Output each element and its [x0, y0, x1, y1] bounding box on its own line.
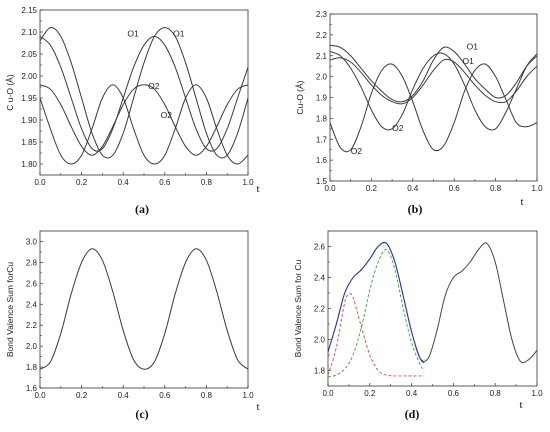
x-tick-label: 0.0 — [322, 389, 334, 398]
series-line-3 — [328, 293, 425, 377]
x-tick-label: 1.0 — [242, 391, 254, 400]
x-tick-label: 0.2 — [76, 391, 88, 400]
series-line-1 — [40, 248, 248, 370]
panel-caption: (d) — [405, 407, 420, 421]
y-tick-label: 2.8 — [26, 258, 38, 267]
y-tick-label: 2.4 — [314, 274, 326, 283]
x-tick-label: 0.0 — [324, 184, 336, 193]
y-tick-label: 1.8 — [316, 114, 328, 123]
chart-panel-3: 0.0 0.2 0.4 0.6 0.8 1.0 1.6 1.8 2.0 2.2 2.4 2.6 2.8 3… — [5, 230, 260, 421]
series-group — [40, 248, 248, 370]
y-tick-label: 1.8 — [314, 367, 326, 376]
series-annotation: O2 — [161, 110, 173, 120]
chart-panel-4: 0.0 0.2 0.4 0.6 0.8 1.0 1.8 2.0 2.2 2.4 2.6 Bond Va… — [293, 230, 543, 421]
series-line-4 — [40, 84, 248, 165]
y-axis-label: Bond Valence Sum forCu — [5, 262, 15, 358]
y-tick-label: 2.0 — [314, 336, 326, 345]
x-tick-label: 0.8 — [490, 389, 502, 398]
x-tick-label: 0.4 — [118, 391, 130, 400]
series-line-1 — [330, 44, 537, 103]
series-annotation: O1 — [173, 28, 185, 38]
y-tick-label: 1.95 — [21, 94, 37, 103]
x-tick-label: 0.2 — [366, 184, 378, 193]
series-group — [330, 44, 537, 153]
series-annotation: O1 — [127, 28, 139, 38]
series-line-1 — [40, 35, 248, 152]
series-line-1 — [328, 241, 537, 364]
x-tick-label: 0.4 — [407, 184, 419, 193]
y-axis-label: Bond Valence Sum for Cu — [293, 259, 303, 357]
x-tick-label: 1.0 — [242, 178, 254, 187]
y-tick-label: 1.85 — [21, 138, 37, 147]
y-tick-label: 2.0 — [26, 342, 38, 351]
plot-frame — [39, 230, 249, 389]
y-tick-label: 2.15 — [21, 6, 37, 15]
y-tick-label: 2.10 — [21, 28, 37, 37]
y-tick-label: 2.00 — [21, 72, 37, 81]
x-tick-label: 0.2 — [364, 389, 376, 398]
series-annotation: O1 — [462, 56, 474, 66]
x-tick-label: 0.8 — [201, 391, 213, 400]
y-tick-label: 2.6 — [314, 243, 326, 252]
x-tick-label: 0.0 — [34, 178, 46, 187]
series-line-2 — [330, 57, 537, 105]
series-line-4 — [328, 249, 425, 378]
y-tick-label: 1.5 — [316, 177, 328, 186]
series-annotation: O2 — [148, 81, 160, 91]
y-tick-label: 1.6 — [316, 156, 328, 165]
y-tick-label: 3.0 — [26, 237, 38, 246]
y-tick-label: 2.2 — [314, 305, 326, 314]
y-tick-label: 2.6 — [26, 279, 38, 288]
y-axis-label: Cu-O (Å) — [295, 80, 305, 114]
x-axis-label: t — [519, 399, 522, 411]
y-tick-label: 2.2 — [26, 321, 38, 330]
x-tick-label: 0.2 — [76, 178, 88, 187]
y-tick-label: 1.90 — [21, 116, 37, 125]
x-tick-label: 0.6 — [448, 389, 460, 398]
x-tick-label: 1.0 — [531, 389, 543, 398]
y-tick-label: 2.3 — [316, 10, 328, 19]
series-group — [328, 241, 537, 378]
x-tick-label: 1.0 — [531, 184, 543, 193]
y-tick-label: 2.0 — [316, 73, 328, 82]
panel-caption: (c) — [135, 407, 148, 421]
x-tick-label: 0.6 — [159, 178, 171, 187]
y-tick-label: 2.05 — [21, 50, 37, 59]
x-tick-label: 0.8 — [490, 184, 502, 193]
x-tick-label: 0.4 — [118, 178, 130, 187]
y-tick-label: 1.9 — [316, 94, 328, 103]
y-axis-label: C u-O (Å) — [5, 74, 15, 111]
x-axis-label: t — [256, 183, 259, 195]
series-line-2 — [40, 27, 248, 159]
plot-frame — [39, 9, 249, 176]
y-tick-label: 1.6 — [26, 384, 38, 393]
y-tick-label: 2.4 — [26, 300, 38, 309]
x-axis-label: t — [520, 196, 523, 208]
series-group — [40, 27, 248, 165]
x-tick-label: 0.8 — [201, 178, 213, 187]
x-tick-label: 0.6 — [449, 184, 461, 193]
panel-caption: (a) — [135, 202, 149, 216]
y-tick-label: 1.8 — [26, 363, 38, 372]
x-axis-label: t — [256, 401, 259, 413]
x-tick-label: 0.6 — [159, 391, 171, 400]
chart-panel-2: 0.0 0.2 0.4 0.6 0.8 1.0 1.5 1.6 1.7 1.8 1.9 2.0 2.1 2… — [295, 10, 543, 216]
series-annotation: O2 — [351, 146, 363, 156]
y-tick-label: 2.1 — [316, 52, 328, 61]
plot-frame — [329, 13, 538, 182]
series-line-3 — [330, 51, 537, 131]
x-tick-label: 0.4 — [406, 389, 418, 398]
panel-caption: (b) — [408, 202, 423, 216]
y-tick-label: 2.2 — [316, 31, 328, 40]
series-annotation: O1 — [467, 41, 479, 51]
series-line-4 — [330, 63, 537, 153]
series-annotation: O2 — [392, 123, 404, 133]
series-line-2 — [328, 241, 425, 364]
series-line-3 — [40, 84, 248, 156]
y-tick-label: 1.80 — [21, 160, 37, 169]
x-tick-label: 0.0 — [34, 391, 46, 400]
chart-panel-1: 0.0 0.2 0.4 0.6 0.8 1.0 1.80 1.85 1.90 1.95 2.00 2.… — [5, 6, 260, 216]
y-tick-label: 1.7 — [316, 135, 328, 144]
